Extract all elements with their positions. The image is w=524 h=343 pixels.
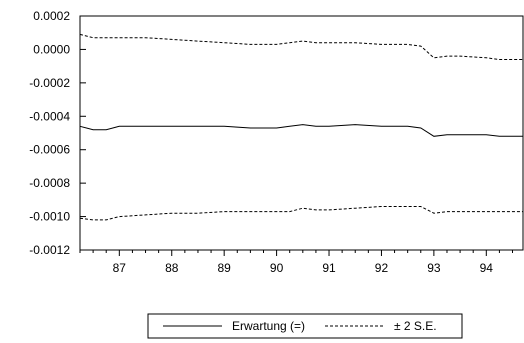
series-line-erwartung — [79, 124, 523, 137]
series-layer — [79, 33, 523, 221]
y-tick-label: -0.0010 — [29, 210, 70, 224]
x-tick-label: 87 — [113, 261, 127, 275]
y-tick-label: 0.0002 — [33, 9, 70, 23]
x-tick-label: 89 — [217, 261, 231, 275]
y-tick-label: -0.0002 — [29, 76, 70, 90]
y-tick-label: -0.0008 — [29, 176, 70, 190]
y-tick-label: 0.0000 — [33, 42, 70, 56]
legend: Erwartung (=) ± 2 S.E. — [147, 313, 463, 339]
x-tick-label: 92 — [375, 261, 389, 275]
y-tick-label: -0.0004 — [29, 109, 70, 123]
y-tick-label: -0.0012 — [29, 243, 70, 257]
x-tick-label: 90 — [270, 261, 284, 275]
y-tick-label: -0.0006 — [29, 143, 70, 157]
x-tick-label: 93 — [427, 261, 441, 275]
legend-label-se: ± 2 S.E. — [394, 319, 437, 333]
x-tick-label: 94 — [480, 261, 494, 275]
y-axis: 0.0002 0.0000 -0.0002 -0.0004 -0.0006 -0.0008… — [29, 9, 86, 257]
series-line-lower-band — [79, 206, 523, 221]
series-line-upper-band — [79, 33, 523, 60]
x-tick-label: 88 — [165, 261, 179, 275]
plot-area-frame — [79, 15, 524, 251]
legend-label-erwartung: Erwartung (=) — [232, 319, 305, 333]
x-axis: 87 88 89 90 91 92 93 94 — [79, 250, 514, 275]
x-tick-label: 91 — [322, 261, 336, 275]
